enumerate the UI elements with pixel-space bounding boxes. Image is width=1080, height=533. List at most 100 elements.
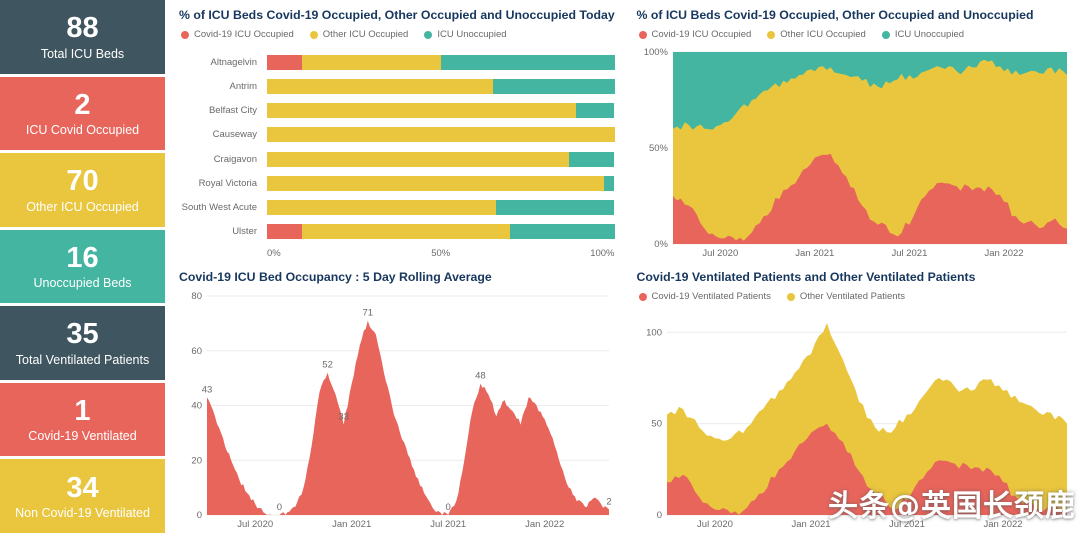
bar-row-ulster[interactable]: Ulster [179, 224, 615, 240]
area-covid-19-ventilated-patients[interactable] [666, 423, 1067, 515]
y-axis-tick-label: 0 [656, 510, 661, 521]
charts-grid: % of ICU Beds Covid-19 Occupied, Other O… [165, 0, 1080, 533]
legend-dot-icon [881, 30, 890, 39]
legend-item-other-icu-occupied[interactable]: Other ICU Occupied [309, 29, 409, 40]
bar-row-royal-victoria[interactable]: Royal Victoria [179, 175, 615, 191]
bar-segment-icu-unoccupied[interactable] [496, 200, 615, 216]
icu-rolling-plot[interactable]: 0 20 40 60 80 Jul 2020 Jan 2021 Jul 2021 Jan 202… [179, 286, 615, 531]
bar-segment-other-icu-occupied[interactable] [301, 224, 511, 240]
icu-rolling-chart[interactable]: 0 20 40 60 80 Jul 2020 Jan 2021 Jul 2021 Jan 202… [179, 286, 615, 531]
kpi-card-unoccupied-beds[interactable]: 16 Unoccupied Beds [0, 229, 165, 304]
y-axis-tick-label: 100% [643, 47, 668, 58]
beds-trend-title: % of ICU Beds Covid-19 Occupied, Other O… [636, 8, 1034, 22]
bar-category-label: Antrim [229, 80, 257, 92]
bar-track [267, 78, 615, 94]
y-axis-tick-label: 20 [191, 455, 202, 466]
bar-segment-icu-unoccupied[interactable] [576, 103, 615, 119]
data-label: 71 [363, 308, 374, 319]
legend-item-covid-19-icu-occupied[interactable]: Covid-19 ICU Occupied [181, 29, 294, 40]
data-label: 0 [277, 502, 282, 513]
bar-segment-other-icu-occupied[interactable] [301, 54, 441, 70]
kpi-value: 16 [66, 241, 99, 274]
x-axis-tick-label: Jul 2021 [891, 248, 927, 259]
y-axis-tick-label: 60 [191, 346, 202, 357]
kpi-card-icu-covid-occupied[interactable]: 2 ICU Covid Occupied [0, 76, 165, 151]
bar-row-antrim[interactable]: Antrim [179, 78, 615, 94]
bar-row-causeway[interactable]: Causeway [179, 127, 615, 143]
kpi-card-total-icu-beds[interactable]: 88 Total ICU Beds [0, 0, 165, 74]
bar-category-label: Royal Victoria [198, 177, 257, 189]
beds-trend-svg: 0% 50% 100% Jul 2020 Jan 2021 Jul 2021 Jan 202… [643, 47, 1067, 259]
kpi-label: Total ICU Beds [40, 46, 125, 61]
bar-segment-other-icu-occupied[interactable] [267, 151, 570, 167]
bar-track [267, 200, 615, 216]
legend-dot-icon [786, 292, 795, 301]
legend-label: Covid-19 Ventilated Patients [651, 291, 771, 302]
x-axis-tick-label: 50% [431, 248, 451, 259]
bar-segment-icu-unoccupied[interactable] [510, 224, 615, 240]
legend-item-other-icu-occupied[interactable]: Other ICU Occupied [767, 29, 866, 40]
y-axis-tick-label: 80 [191, 291, 202, 302]
legend-label: Covid-19 ICU Occupied [651, 29, 752, 40]
bar-segment-icu-unoccupied[interactable] [569, 151, 615, 167]
data-label: 0 [446, 502, 451, 513]
bar-segment-other-icu-occupied[interactable] [267, 175, 605, 191]
data-label: 52 [322, 360, 333, 371]
beds-today-chart[interactable]: Altnagelvin Antrim Belfast City Causeway Cra… [179, 42, 615, 260]
legend-item-covid-19-icu-occupied[interactable]: Covid-19 ICU Occupied [638, 29, 752, 40]
legend-label: Other ICU Occupied [780, 29, 866, 40]
legend-dot-icon [638, 30, 647, 39]
legend-item-other-ventilated-patients[interactable]: Other Ventilated Patients [786, 291, 905, 302]
bar-row-altnagelvin[interactable]: Altnagelvin [179, 54, 615, 70]
bar-row-belfast-city[interactable]: Belfast City [179, 103, 615, 119]
kpi-label: Total Ventilated Patients [15, 352, 150, 367]
legend-item-icu-unoccupied[interactable]: ICU Unoccupied [881, 29, 965, 40]
legend-item-icu-unoccupied[interactable]: ICU Unoccupied [424, 29, 507, 40]
y-axis-tick-label: 100 [646, 327, 662, 338]
bar-segment-covid-19-icu-occupied[interactable] [267, 54, 302, 70]
legend-item-covid-19-ventilated-patients[interactable]: Covid-19 Ventilated Patients [638, 291, 771, 302]
panel-icu-rolling: Covid-19 ICU Bed Occupancy : 5 Day Rolli… [165, 262, 623, 533]
ventilated-chart[interactable]: 0 50 100 Jul 2020 Jan 2021 Jul 2021 Jan 2022 [637, 304, 1073, 531]
bar-category-label: Altnagelvin [210, 56, 257, 68]
beds-trend-plot[interactable]: 0% 50% 100% Jul 2020 Jan 2021 Jul 2021 Jan 202… [637, 42, 1073, 260]
kpi-card-non-covid-19-ventilated[interactable]: 34 Non Covid-19 Ventilated [0, 459, 165, 533]
kpi-value: 35 [66, 318, 99, 351]
kpi-label: Unoccupied Beds [33, 276, 132, 291]
bar-category-label: Craigavon [213, 153, 257, 165]
legend-label: ICU Unoccupied [437, 29, 507, 40]
bar-segment-icu-unoccupied[interactable] [440, 54, 615, 70]
bar-track [267, 175, 615, 191]
kpi-card-other-icu-occupied[interactable]: 70 Other ICU Occupied [0, 153, 165, 227]
panel-beds-trend: % of ICU Beds Covid-19 Occupied, Other O… [623, 0, 1080, 262]
bar-segment-other-icu-occupied[interactable] [267, 200, 497, 216]
bar-rows: Altnagelvin Antrim Belfast City Causeway Cra… [179, 50, 615, 244]
bar-segment-other-icu-occupied[interactable] [267, 78, 493, 94]
ventilated-legend: Covid-19 Ventilated Patients Other Ventil… [638, 291, 1073, 302]
kpi-card-covid-19-ventilated[interactable]: 1 Covid-19 Ventilated [0, 382, 165, 457]
bar-segment-other-icu-occupied[interactable] [267, 103, 577, 119]
kpi-label: Covid-19 Ventilated [28, 429, 137, 444]
kpi-label: Other ICU Occupied [26, 199, 139, 214]
bar-segment-covid-19-icu-occupied[interactable] [267, 224, 302, 240]
panel-ventilated: Covid-19 Ventilated Patients and Other V… [623, 262, 1080, 533]
legend-label: Other ICU Occupied [322, 29, 409, 40]
bar-row-south-west-acute[interactable]: South West Acute [179, 200, 615, 216]
area-covid-19-icu-occupancy-5-day-rolling-average[interactable] [207, 320, 609, 515]
bar-segment-icu-unoccupied[interactable] [604, 175, 615, 191]
icu-rolling-title: Covid-19 ICU Bed Occupancy : 5 Day Rolli… [179, 270, 492, 284]
bar-row-craigavon[interactable]: Craigavon [179, 151, 615, 167]
bar-chart: Altnagelvin Antrim Belfast City Causeway Cra… [179, 42, 615, 260]
kpi-card-total-ventilated-patients[interactable]: 35 Total Ventilated Patients [0, 306, 165, 380]
bar-segment-other-icu-occupied[interactable] [267, 127, 615, 143]
beds-trend-legend: Covid-19 ICU Occupied Other ICU Occupied I… [638, 29, 1073, 40]
x-axis-tick-label: 100% [590, 248, 615, 259]
ventilated-plot[interactable]: 0 50 100 Jul 2020 Jan 2021 Jul 2021 Jan 2022 [637, 304, 1073, 531]
beds-trend-chart[interactable]: 0% 50% 100% Jul 2020 Jan 2021 Jul 2021 Jan 202… [637, 42, 1073, 260]
area-covid-19-icu-occupied[interactable] [672, 153, 1067, 244]
legend-label: ICU Unoccupied [894, 29, 965, 40]
bar-segment-icu-unoccupied[interactable] [492, 78, 615, 94]
y-axis-tick-label: 40 [191, 401, 202, 412]
x-axis-tick-label: Jan 2022 [984, 248, 1023, 259]
